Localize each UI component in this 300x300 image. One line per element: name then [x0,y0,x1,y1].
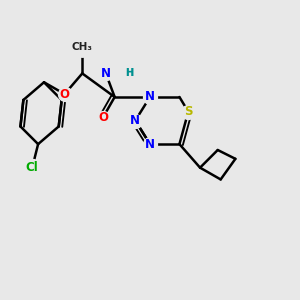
Text: N: N [101,67,111,80]
Text: N: N [130,114,140,127]
Text: N: N [145,91,155,103]
Text: S: S [184,105,193,118]
Text: Cl: Cl [26,161,39,174]
Text: CH₃: CH₃ [72,42,93,52]
Text: O: O [60,88,70,100]
Text: O: O [98,111,108,124]
Text: H: H [125,68,133,78]
Text: H: H [125,68,133,78]
Text: N: N [145,138,155,151]
